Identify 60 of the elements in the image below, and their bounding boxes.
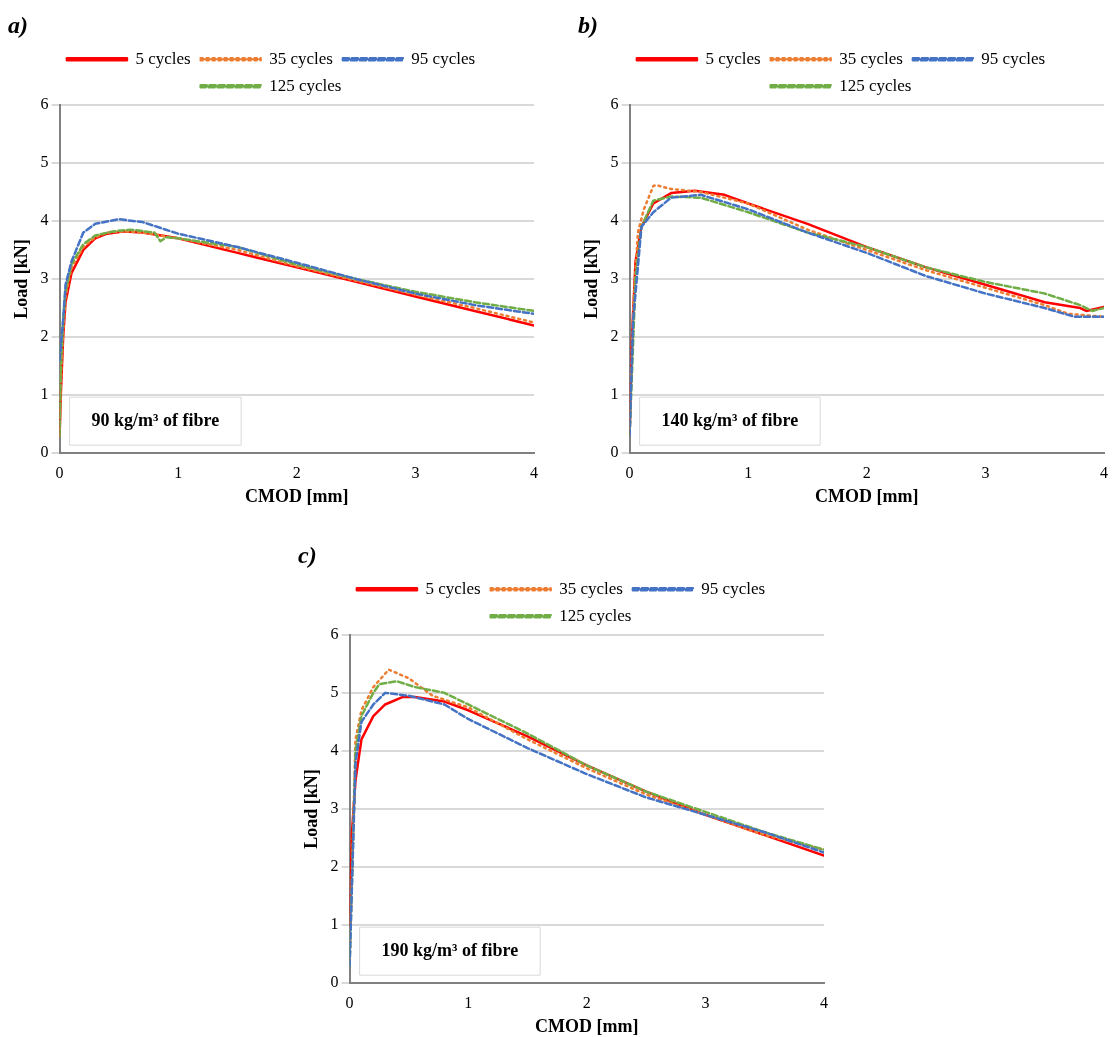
legend-label: 125 cycles bbox=[269, 75, 342, 95]
y-tick-label: 1 bbox=[610, 385, 619, 403]
y-tick-label: 1 bbox=[40, 385, 49, 403]
x-tick-label: 0 bbox=[345, 994, 354, 1011]
x-axis-title: CMOD [mm] bbox=[535, 1015, 639, 1036]
x-tick-label: 1 bbox=[464, 994, 473, 1011]
x-tick-label: 3 bbox=[701, 994, 710, 1011]
x-tick-label: 0 bbox=[55, 464, 64, 481]
annotation: 90 kg/m³ of fibre bbox=[91, 409, 220, 430]
y-tick-label: 5 bbox=[610, 153, 619, 171]
y-tick-label: 2 bbox=[40, 327, 49, 345]
legend-label: 95 cycles bbox=[981, 48, 1046, 68]
y-tick-label: 1 bbox=[330, 915, 339, 933]
y-tick-label: 0 bbox=[40, 443, 49, 461]
y-tick-label: 3 bbox=[40, 269, 49, 287]
legend-label: 95 cycles bbox=[411, 48, 476, 68]
x-tick-label: 2 bbox=[862, 464, 871, 481]
x-axis-title: CMOD [mm] bbox=[245, 485, 349, 506]
x-tick-label: 2 bbox=[292, 464, 301, 481]
x-tick-label: 1 bbox=[174, 464, 183, 481]
x-tick-label: 1 bbox=[744, 464, 753, 481]
legend-label: 5 cycles bbox=[135, 48, 191, 68]
y-tick-label: 3 bbox=[330, 799, 339, 817]
y-tick-label: 4 bbox=[40, 211, 49, 229]
y-axis-title: Load [kN] bbox=[581, 239, 602, 319]
y-tick-label: 5 bbox=[330, 683, 339, 701]
x-tick-label: 4 bbox=[530, 464, 538, 481]
legend-label: 125 cycles bbox=[559, 605, 632, 625]
x-tick-label: 4 bbox=[820, 994, 828, 1011]
y-tick-label: 6 bbox=[610, 95, 619, 112]
y-tick-label: 0 bbox=[610, 443, 619, 461]
y-tick-label: 6 bbox=[330, 625, 339, 642]
annotation: 140 kg/m³ of fibre bbox=[661, 409, 799, 430]
legend-label: 35 cycles bbox=[269, 48, 333, 68]
legend-label: 35 cycles bbox=[839, 48, 903, 68]
x-tick-label: 0 bbox=[625, 464, 634, 481]
annotation: 190 kg/m³ of fibre bbox=[381, 939, 519, 960]
y-tick-label: 3 bbox=[610, 269, 619, 287]
y-tick-label: 2 bbox=[610, 327, 619, 345]
legend-label: 35 cycles bbox=[559, 578, 623, 598]
y-tick-label: 4 bbox=[610, 211, 619, 229]
x-tick-label: 4 bbox=[1100, 464, 1108, 481]
y-axis-title: Load [kN] bbox=[11, 239, 32, 319]
chart-title: a) bbox=[8, 11, 28, 38]
y-tick-label: 5 bbox=[40, 153, 49, 171]
chart-title: b) bbox=[578, 11, 598, 38]
y-tick-label: 2 bbox=[330, 857, 339, 875]
y-tick-label: 0 bbox=[330, 973, 339, 991]
legend-label: 5 cycles bbox=[705, 48, 761, 68]
y-axis-title: Load [kN] bbox=[301, 769, 322, 849]
legend-label: 5 cycles bbox=[425, 578, 481, 598]
legend-label: 95 cycles bbox=[701, 578, 766, 598]
y-tick-label: 4 bbox=[330, 741, 339, 759]
y-tick-label: 6 bbox=[40, 95, 49, 112]
x-axis-title: CMOD [mm] bbox=[815, 485, 919, 506]
x-tick-label: 2 bbox=[582, 994, 591, 1011]
legend-label: 125 cycles bbox=[839, 75, 912, 95]
chart-title: c) bbox=[298, 541, 317, 568]
x-tick-label: 3 bbox=[411, 464, 420, 481]
x-tick-label: 3 bbox=[981, 464, 990, 481]
